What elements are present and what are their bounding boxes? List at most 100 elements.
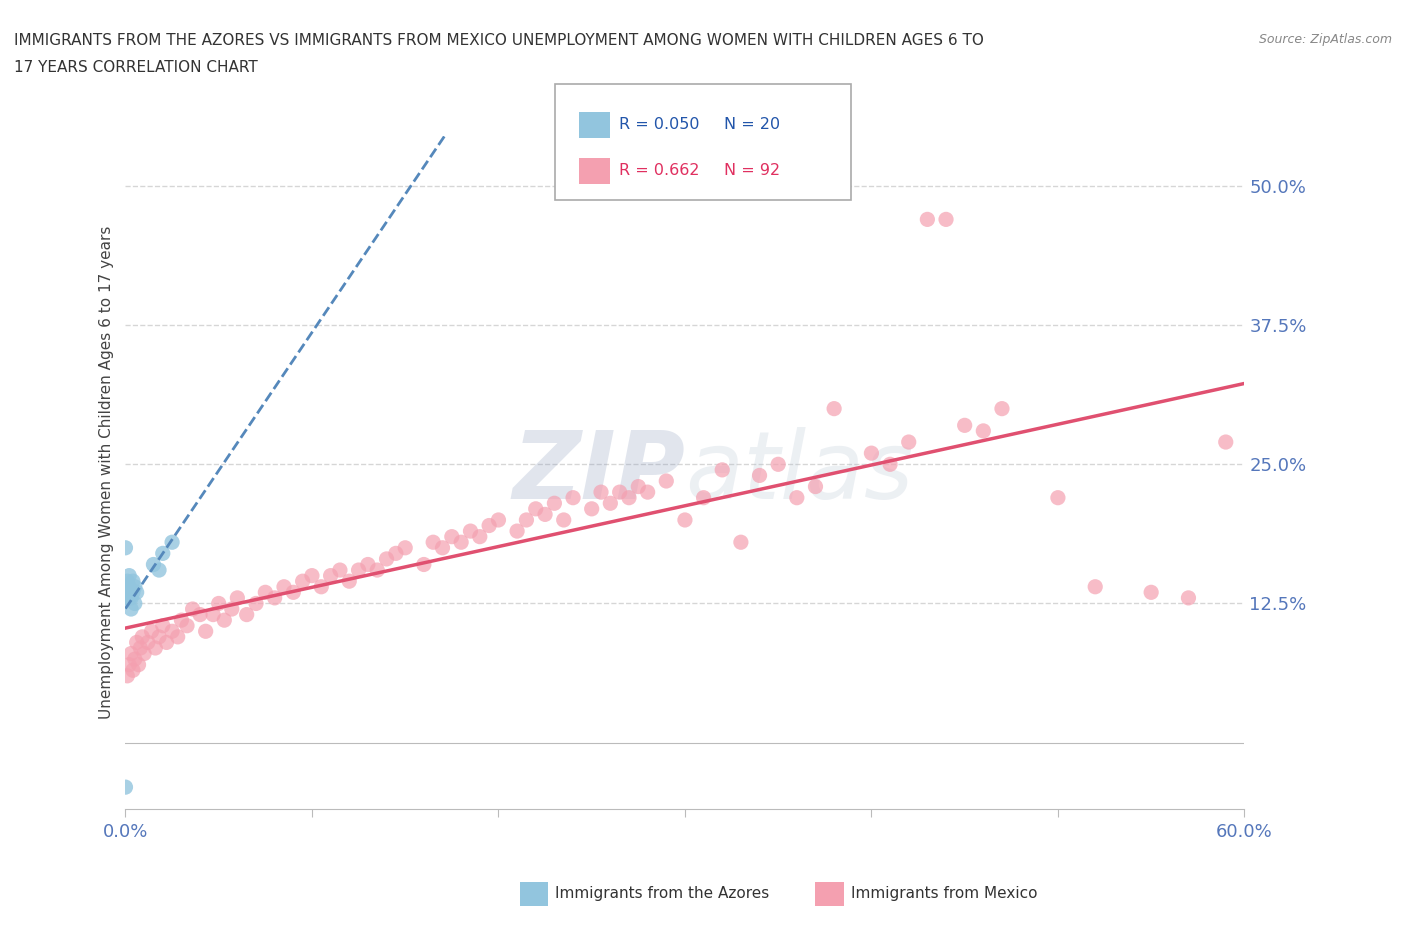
Point [917,212,939,227]
Text: ZIP: ZIP [512,427,685,519]
Text: 17 YEARS CORRELATION CHART: 17 YEARS CORRELATION CHART [14,60,257,75]
Point [627,479,650,494]
Point [375,551,398,566]
Point [160,535,183,550]
Point [194,624,217,639]
Point [412,557,434,572]
Text: Immigrants from Mexico: Immigrants from Mexico [851,886,1038,901]
Point [143,641,166,656]
Point [692,490,714,505]
Point [117,579,139,594]
Point [263,591,285,605]
Point [440,529,463,544]
Point [543,496,565,511]
Point [117,669,139,684]
Point [117,585,139,600]
Point [730,535,752,550]
Point [972,423,994,438]
Point [515,512,537,527]
Point [120,602,142,617]
Point [366,563,388,578]
Point [221,602,243,617]
Point [506,524,529,538]
Point [124,596,146,611]
Point [129,641,152,656]
Point [1140,585,1163,600]
Point [118,568,141,583]
Point [148,630,170,644]
Point [226,591,249,605]
Point [152,618,174,633]
Point [673,512,696,527]
Point [637,485,659,499]
Point [120,591,142,605]
Text: R = 0.050: R = 0.050 [619,117,699,132]
Point [460,524,482,538]
Text: IMMIGRANTS FROM THE AZORES VS IMMIGRANTS FROM MEXICO UNEMPLOYMENT AMONG WOMEN WI: IMMIGRANTS FROM THE AZORES VS IMMIGRANTS… [14,33,984,47]
Point [235,607,257,622]
Point [117,591,139,605]
Point [319,568,342,583]
Point [124,652,146,667]
Point [422,535,444,550]
Point [935,212,957,227]
Text: R = 0.662: R = 0.662 [619,164,699,179]
Point [1084,579,1107,594]
Point [125,635,148,650]
Point [148,563,170,578]
Point [450,535,472,550]
Point [166,630,188,644]
Point [655,473,678,488]
Point [1046,490,1069,505]
Point [131,630,153,644]
Point [141,624,163,639]
Point [208,596,231,611]
Point [766,457,789,472]
Point [599,496,621,511]
Point [589,485,612,499]
Point [128,658,150,672]
Point [114,540,136,555]
Point [1215,434,1237,449]
Text: N = 92: N = 92 [724,164,780,179]
Point [394,540,416,555]
Point [202,607,225,622]
Point [337,574,360,589]
Point [301,568,323,583]
Point [329,563,352,578]
Point [181,602,204,617]
Point [283,585,305,600]
Point [142,557,165,572]
Point [170,613,193,628]
Text: N = 20: N = 20 [724,117,780,132]
Point [748,468,770,483]
Point [214,613,236,628]
Point [1177,591,1199,605]
Point [160,624,183,639]
Point [118,579,141,594]
Point [357,557,380,572]
Point [711,462,734,477]
Point [953,418,976,432]
Point [245,596,267,611]
Point [188,607,211,622]
Point [478,518,501,533]
Point [524,501,547,516]
Point [118,591,141,605]
Point [991,401,1014,416]
Point [897,434,920,449]
Point [562,490,585,505]
Point [468,529,491,544]
Point [311,579,333,594]
Point [155,635,177,650]
Point [432,540,454,555]
Point [385,546,408,561]
Point [488,512,510,527]
Point [553,512,575,527]
Point [134,646,156,661]
Point [291,574,314,589]
Point [124,579,146,594]
Point [786,490,808,505]
Point [122,574,145,589]
Point [125,585,148,600]
